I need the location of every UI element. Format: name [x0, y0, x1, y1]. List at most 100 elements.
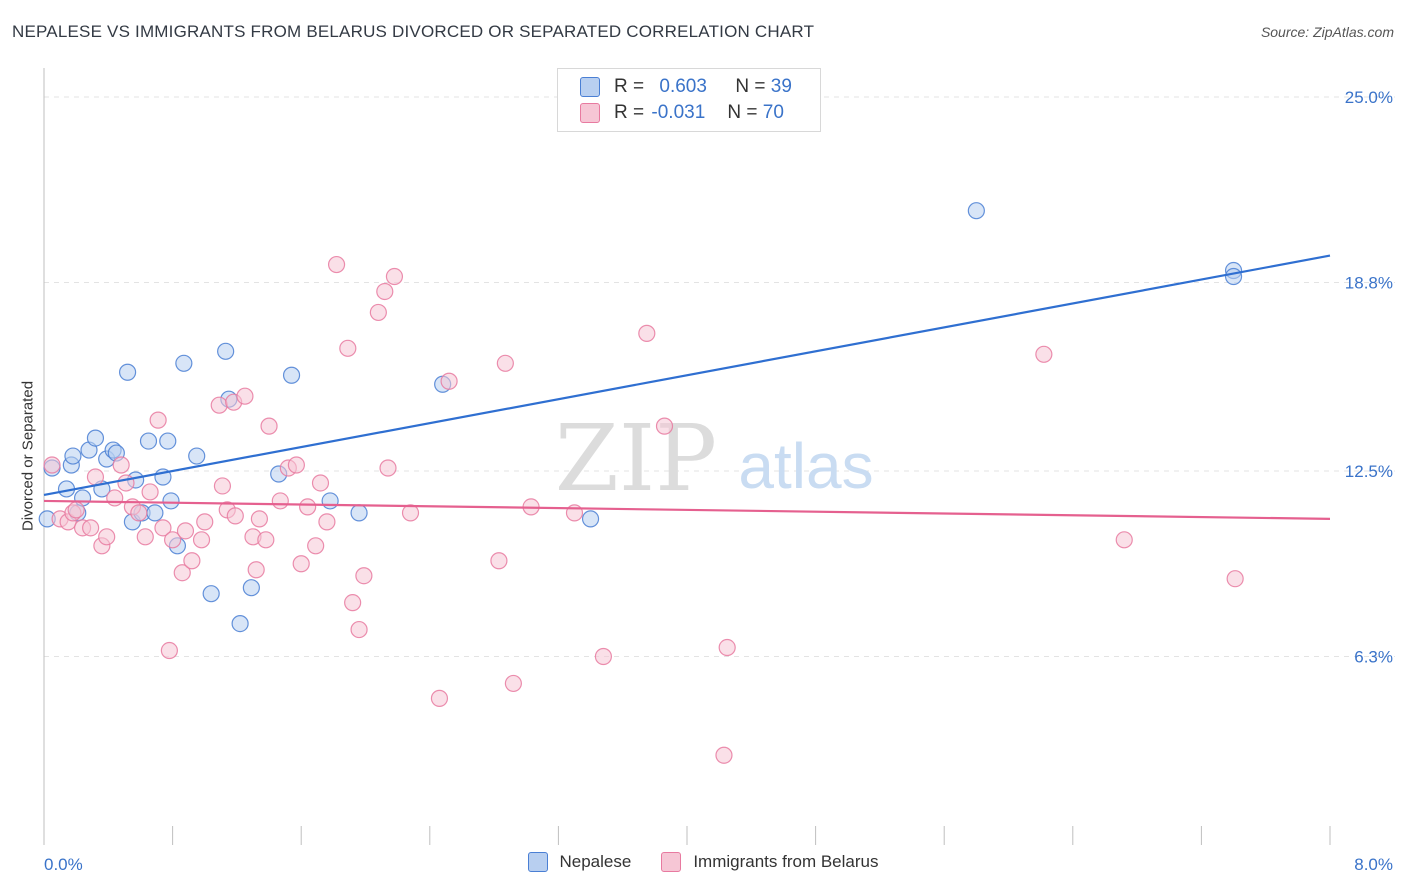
legend-item-belarus[interactable]: Immigrants from Belarus — [661, 852, 879, 872]
belarus-point — [504, 674, 522, 693]
belarus-point — [379, 459, 397, 477]
belarus-point — [173, 564, 191, 582]
grid-layer — [44, 96, 1395, 658]
nepalese-point — [282, 366, 301, 384]
chart-title: NEPALESE VS IMMIGRANTS FROM BELARUS DIVO… — [12, 22, 815, 41]
belarus-point — [141, 483, 159, 501]
r-label: R = — [614, 102, 645, 123]
belarus-point — [154, 519, 172, 537]
belarus-point — [86, 468, 105, 486]
n-value: 39 — [770, 76, 792, 97]
trend-layer — [43, 254, 1331, 520]
belarus-point — [292, 555, 310, 573]
belarus-point — [213, 477, 232, 495]
belarus-point — [226, 507, 244, 525]
legend-row-nepalese: R = 0.603 N = 39 — [580, 75, 792, 99]
n-label: N = — [735, 76, 766, 97]
belarus-point — [160, 641, 178, 660]
nepalese-point — [118, 363, 137, 381]
nepalese-swatch — [527, 852, 548, 872]
nepalese-point — [967, 202, 985, 220]
belarus-point — [490, 552, 508, 570]
belarus-point — [67, 501, 85, 519]
belarus-swatch — [580, 103, 600, 123]
belarus-point — [1035, 345, 1053, 363]
belarus-point — [112, 456, 130, 474]
belarus-point — [350, 620, 368, 639]
nepalese-point — [350, 504, 368, 522]
x-tick-label: 0.0% — [44, 855, 83, 874]
nepalese-point — [242, 579, 260, 597]
belarus-point — [594, 647, 613, 666]
nepalese-point — [162, 492, 180, 510]
belarus-point — [149, 411, 167, 429]
belarus-point — [376, 282, 394, 301]
belarus-point — [440, 372, 458, 390]
belarus-point — [82, 519, 100, 537]
correlation-legend: R = 0.603 N = 39 R = -0.031 N = 70 — [557, 68, 821, 132]
watermark-zip: ZIP — [555, 405, 717, 512]
r-value: -0.031 — [651, 102, 706, 123]
y-tick-label: 25.0% — [1345, 88, 1393, 107]
belarus-point — [271, 492, 289, 510]
belarus-point — [257, 531, 275, 549]
nepalese-point — [217, 342, 235, 360]
y-tick-label: 12.5% — [1345, 462, 1393, 481]
watermark: ZIP atlas — [555, 405, 874, 512]
belarus-point — [496, 354, 514, 372]
belarus-point — [247, 561, 265, 579]
n-value: 70 — [762, 102, 784, 123]
belarus-point — [638, 324, 656, 342]
legend-label: Nepalese — [559, 852, 632, 871]
belarus-point — [318, 513, 336, 531]
legend-item-nepalese[interactable]: Nepalese — [527, 852, 632, 872]
nepalese-point — [188, 447, 206, 465]
belarus-point — [236, 387, 254, 405]
belarus-point — [311, 474, 330, 492]
belarus-point — [327, 255, 346, 274]
belarus-point — [210, 396, 228, 414]
watermark-atlas: atlas — [738, 430, 873, 502]
belarus-point — [98, 528, 116, 546]
belarus-point — [176, 522, 195, 540]
belarus-point — [715, 746, 733, 764]
belarus-point — [136, 528, 154, 546]
belarus-point — [287, 456, 305, 474]
belarus-point — [355, 567, 373, 585]
nepalese-point — [86, 429, 105, 447]
belarus-point — [369, 303, 387, 322]
belarus-point — [260, 417, 278, 435]
nepalese-point — [159, 432, 177, 450]
r-label: R = — [614, 76, 645, 97]
x-tick-label: 8.0% — [1354, 855, 1393, 874]
nepalese-point — [231, 614, 249, 633]
nepalese-point — [64, 447, 82, 465]
axis-layer: 6.3% 12.5% 18.8% 25.0% 0.0% 8.0% — [43, 68, 1393, 874]
nepalese-point — [175, 354, 193, 372]
belarus-point — [164, 531, 182, 549]
belarus-point — [117, 474, 135, 492]
legend-label: Immigrants from Belarus — [693, 852, 879, 871]
belarus-trend-line — [43, 499, 1331, 520]
belarus-point — [401, 504, 420, 522]
belarus-point — [106, 489, 124, 507]
belarus-point — [192, 531, 211, 549]
belarus-point — [299, 498, 317, 516]
belarus-point — [339, 339, 357, 357]
nepalese-trend-line — [43, 254, 1331, 497]
series-legend: Nepalese Immigrants from Belarus — [0, 852, 1406, 872]
belarus-point — [1115, 531, 1133, 549]
belarus-point — [718, 638, 736, 657]
belarus-point — [344, 594, 362, 612]
nepalese-point — [1224, 267, 1243, 286]
nepalese-point — [146, 504, 164, 522]
points-layer — [38, 202, 1244, 764]
n-label: N = — [727, 102, 758, 123]
nepalese-point — [321, 492, 339, 510]
nepalese-point — [202, 585, 220, 603]
belarus-point — [183, 552, 201, 570]
belarus-swatch — [661, 852, 682, 872]
belarus-point — [430, 689, 449, 707]
belarus-point — [307, 537, 325, 555]
